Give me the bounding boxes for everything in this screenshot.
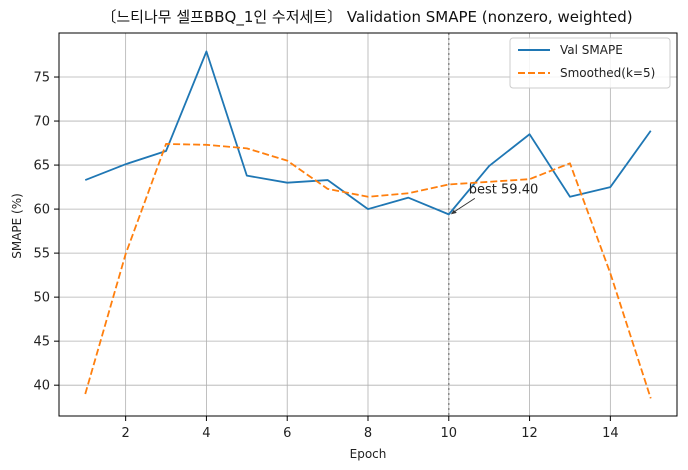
- y-tick-label: 40: [33, 379, 50, 394]
- series-layer: [84, 50, 652, 399]
- y-tick-label: 50: [33, 291, 50, 306]
- x-tick-label: 12: [521, 426, 538, 441]
- x-tick-label: 14: [602, 426, 619, 441]
- legend-label-val-smape: Val SMAPE: [560, 43, 623, 57]
- y-tick-label: 45: [33, 335, 50, 350]
- best-annotation: best 59.40: [450, 182, 538, 215]
- grid: [59, 33, 677, 416]
- x-tick-label: 8: [364, 426, 372, 441]
- ticks: 2 4 6 8 10 12 14 40 45 50 55 60 65 70 75: [33, 71, 618, 441]
- legend-label-smoothed: Smoothed(k=5): [560, 66, 655, 80]
- annotation-label: best 59.40: [469, 182, 538, 197]
- legend: Val SMAPE Smoothed(k=5): [509, 37, 671, 89]
- x-tick-label: 10: [441, 426, 458, 441]
- y-tick-label: 70: [33, 115, 50, 130]
- annotation-arrowhead: [450, 209, 457, 215]
- y-tick-label: 55: [33, 247, 50, 262]
- annotation-arrow: [451, 197, 476, 214]
- y-axis-label: SMAPE (%): [10, 193, 24, 259]
- x-tick-label: 4: [202, 426, 210, 441]
- y-tick-label: 60: [33, 203, 50, 218]
- x-axis-label: Epoch: [350, 447, 387, 461]
- chart-title: 〔느티나무 셀프BBQ_1인 수저세트〕 Validation SMAPE (n…: [101, 8, 632, 27]
- y-tick-label: 75: [33, 71, 50, 86]
- y-tick-label: 65: [33, 159, 50, 174]
- x-tick-label: 2: [122, 426, 130, 441]
- x-tick-label: 6: [283, 426, 291, 441]
